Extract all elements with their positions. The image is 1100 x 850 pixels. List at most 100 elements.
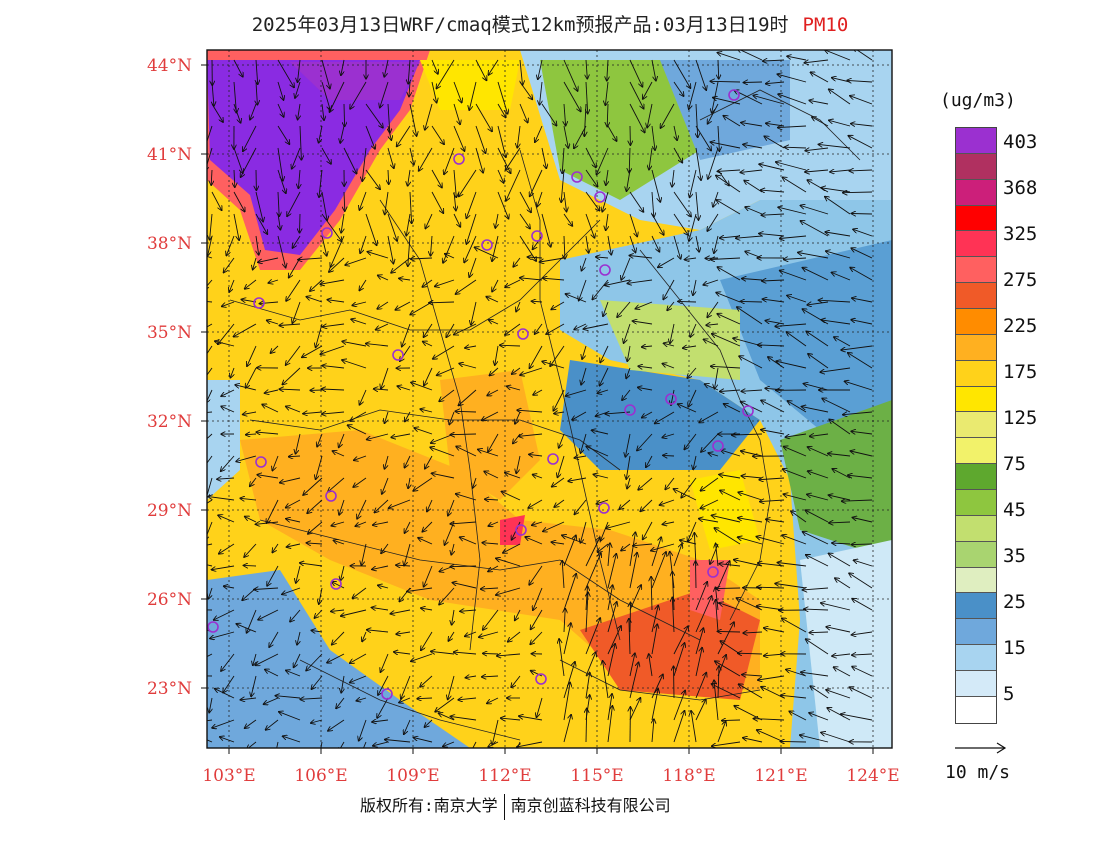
wind-arrow [695,147,701,180]
wind-arrow [651,552,666,589]
wind-arrow [505,323,521,335]
map-title: 2025年03月13日WRF/cmaq模式12km预报产品:03月13日19时 P… [0,10,1100,37]
wind-arrow [533,475,543,478]
wind-arrow [787,332,807,347]
wind-arrow [210,213,212,240]
wind-arrow [217,478,235,479]
wind-arrow [561,169,565,202]
wind-arrow [629,235,636,252]
wind-arrow [741,390,763,391]
wind-arrow [350,81,367,109]
wind-arrow [760,500,785,502]
wind-arrow [782,535,807,545]
wind-arrow [809,713,829,721]
wind-arrow [690,169,697,197]
wind-arrow [460,610,477,611]
wind-arrow [453,103,460,124]
wind-arrow [360,389,367,405]
wind-arrow [714,528,741,545]
wind-arrow [597,147,609,175]
wind-arrow [420,675,433,687]
wind-arrow [651,689,658,721]
wind-arrow [220,737,235,743]
lon-label: 121°E [754,766,807,786]
wind-arrow [456,494,477,501]
wind-arrow [761,430,785,435]
wind-arrow [766,82,785,84]
map-frame [206,49,893,749]
wind-arrow [581,367,587,385]
wind-arrow [563,683,570,721]
wind-arrow [373,741,389,746]
wind-arrow [586,592,588,633]
wind-arrow [647,103,653,128]
wind-arrow [453,81,462,103]
wind-arrow [307,543,323,544]
wind-arrow [741,451,763,457]
wind-arrow [413,477,433,491]
wind-arrow [343,147,357,174]
wind-arrow [298,59,301,82]
wind-arrow [500,345,521,346]
wind-arrow [295,81,301,98]
wind-arrow [689,81,697,109]
wind-arrow [384,59,389,77]
wind-arrow [517,741,543,747]
wind-arrow [431,191,443,213]
wind-arrow [851,248,873,259]
wind-arrow [701,477,719,491]
wind-arrow [381,653,389,672]
wind-arrow [707,301,719,317]
lon-label: 112°E [478,766,531,786]
wind-arrow [849,573,873,589]
wind-arrow [211,191,222,210]
wind-arrow [475,247,499,259]
wind-arrow [559,639,565,677]
wind-arrow [319,125,323,143]
wind-arrow [244,543,257,557]
wind-arrow [322,103,324,120]
wind-arrow [743,738,763,743]
wind-arrow [453,213,460,227]
wind-arrow [255,653,279,665]
wind-arrow [256,522,279,524]
wind-arrow [319,169,323,197]
wind-arrow [695,648,702,677]
wind-arrow [266,719,279,730]
wind-arrow [207,301,213,303]
wind-arrow [306,653,323,671]
wind-arrow [821,733,851,743]
wind-arrow [605,279,631,285]
wind-arrow [843,411,873,415]
wind-arrow [517,410,543,412]
wind-arrow [332,582,345,589]
wind-arrow [820,367,851,372]
wind-arrow [607,585,613,611]
wind-arrow [580,521,587,543]
color-scale-cell [956,645,996,672]
wind-arrow [848,353,873,369]
wind-arrow [279,324,301,326]
wind-arrow [711,142,741,149]
wind-arrow [764,628,785,633]
wind-arrow [651,59,656,81]
color-scale-label: 125 [1003,407,1038,429]
wind-arrow [673,59,690,88]
wind-arrow [737,307,763,325]
wind-arrow [543,278,565,280]
wind-arrow [483,653,499,654]
wind-arrow [208,497,235,501]
wind-arrow [520,59,523,85]
wind-arrow [832,273,851,281]
wind-arrow [780,741,807,742]
wind-arrow [221,455,235,471]
lon-label: 124°E [846,766,899,786]
credit-separator [503,793,505,820]
wind-arrow [497,103,506,117]
wind-arrow [519,235,536,261]
wind-arrow [564,103,566,126]
wind-arrow [563,125,568,148]
wind-arrow [321,213,342,241]
wind-arrow [229,279,235,292]
wind-arrow [456,447,477,457]
